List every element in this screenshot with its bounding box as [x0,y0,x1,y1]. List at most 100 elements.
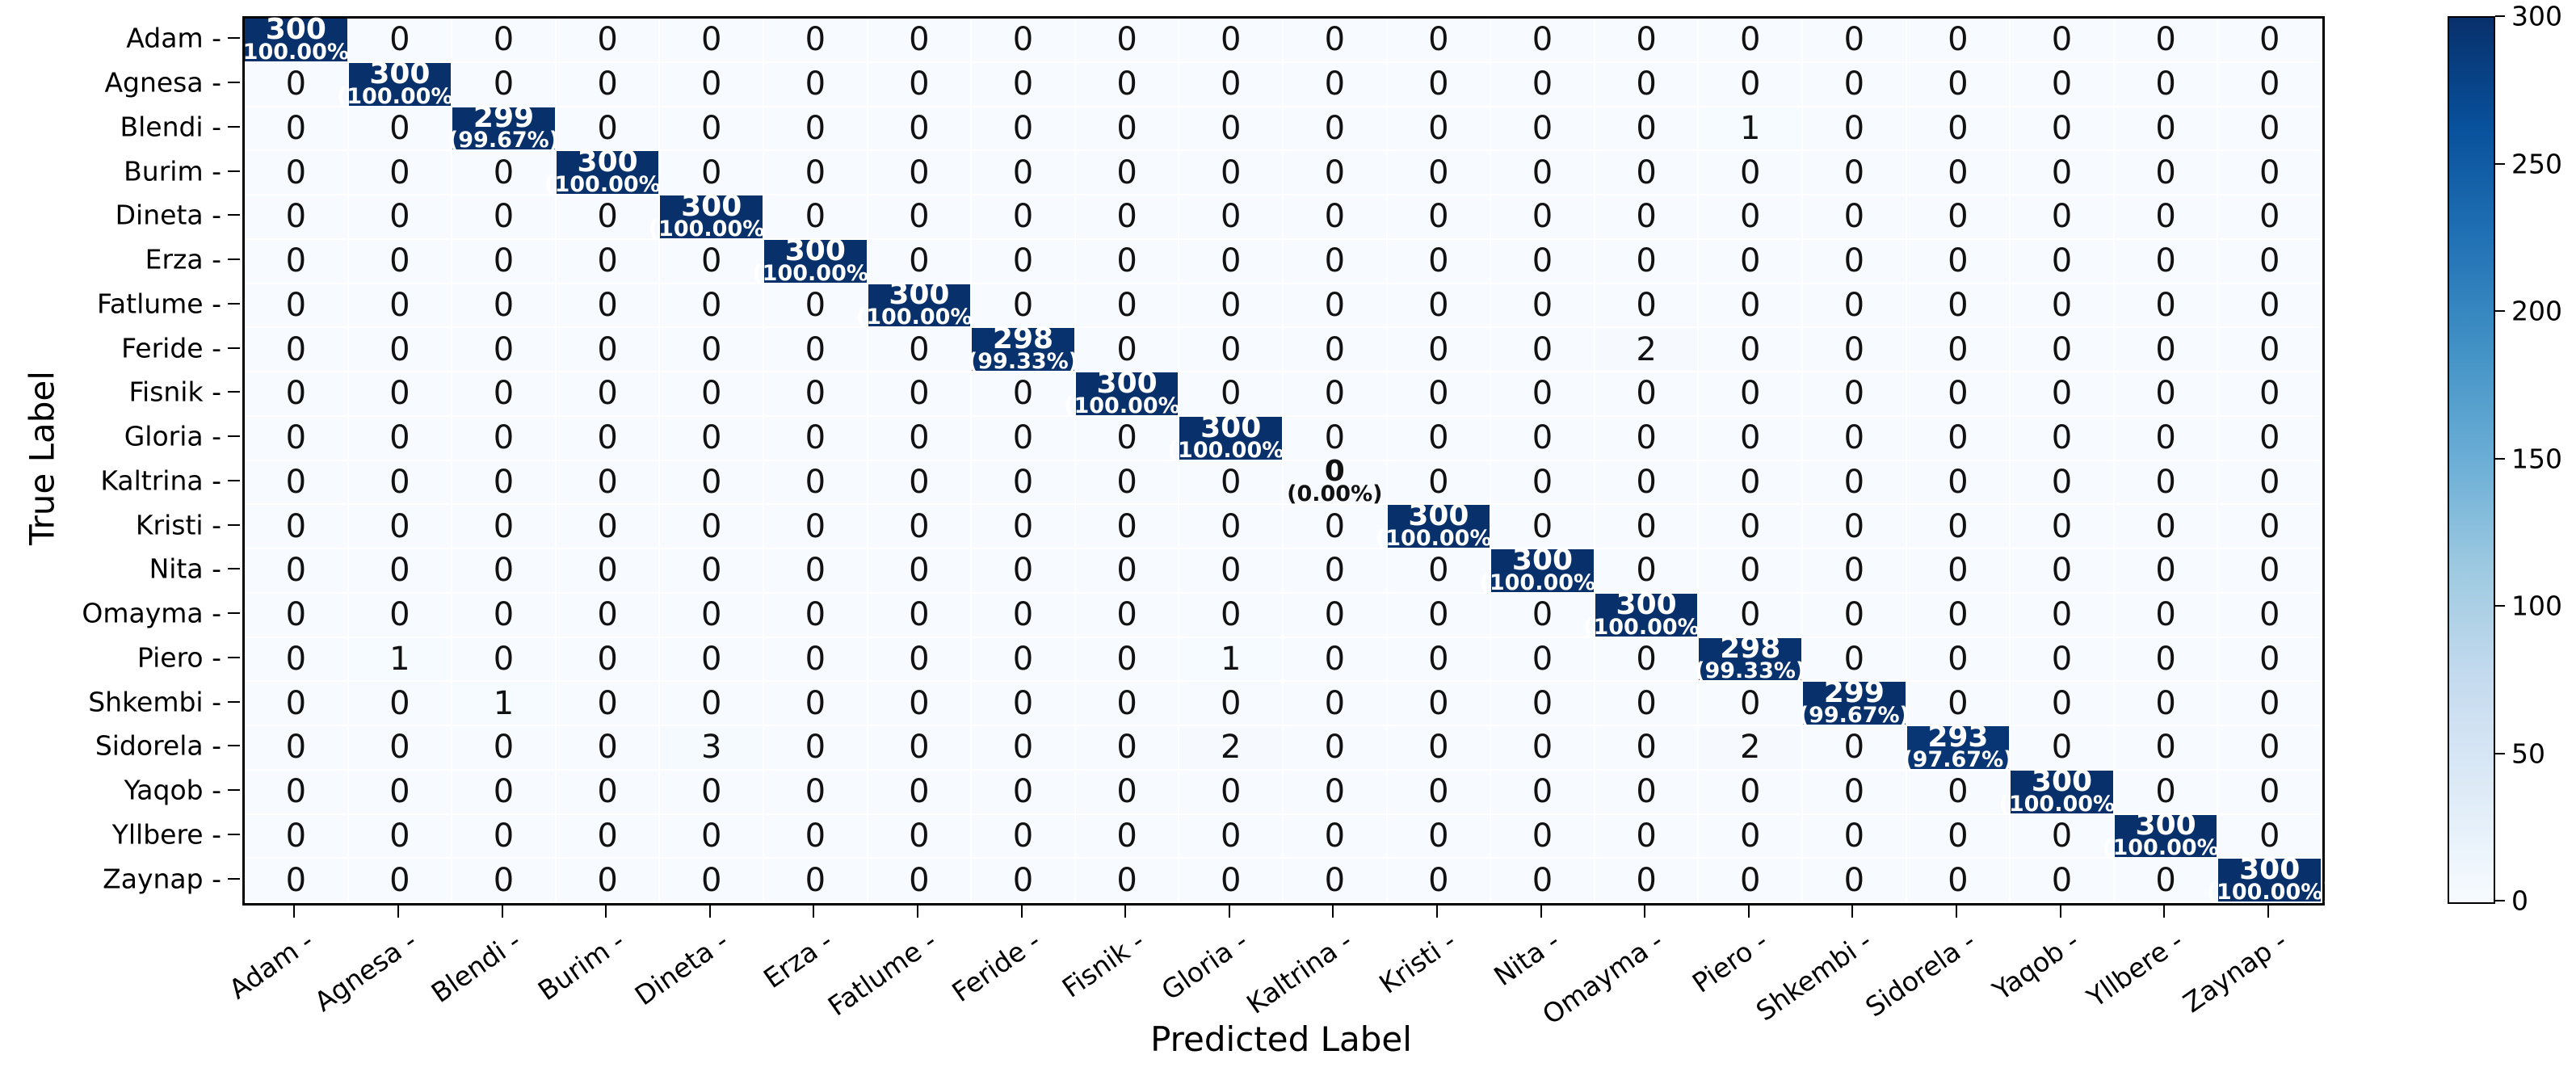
cell-count-label: 0 [1532,65,1553,103]
matrix-cell: 0 [1284,859,1388,903]
matrix-cell: 300 (100.00%) [856,280,982,329]
matrix-cell: 0 [245,637,349,683]
matrix-cell: 0 [1179,682,1284,726]
colorbar-tick-label: 250 [2511,148,2562,179]
matrix-cell: 300 (100.00%) [1168,413,1294,461]
matrix-cell: 0 [1075,859,1180,903]
cell-count-label: 0 [2051,21,2073,59]
cell-count-label: 0 [1843,861,1865,899]
matrix-cell: 0 [1906,284,2011,329]
cell-count-label: 0 [2155,552,2176,590]
cell-count-label: 0 [1012,153,1034,191]
matrix-cell: 0 [556,859,661,903]
cell-count-label: 0 [2051,552,2073,590]
x-tick-label: Kaltrina - [1240,925,1358,1020]
matrix-cell: 0 [2114,284,2219,329]
matrix-cell: 0 [452,637,557,683]
matrix-cell: 0 [2114,239,2219,284]
matrix-cell: 0 [1699,682,1803,726]
cell-count-label: 0 [1739,65,1761,103]
matrix-cell: 3 [660,726,764,771]
matrix-cell: 0 [2011,107,2115,152]
matrix-cell: 0 [2011,726,2115,771]
matrix-cell: 0 [660,859,764,903]
cell-count-label: 0 [597,640,618,678]
cell-percent-label: (100.00%) [648,216,775,242]
matrix-cell: 0 [1699,239,1803,284]
matrix-cell: 0 [1803,593,1907,638]
cell-count-label: 0 [1532,198,1553,236]
y-axis-tick [228,37,240,40]
matrix-cell: 0 [660,328,764,372]
cell-count-label: 0 [1324,552,1346,590]
cell-count-label: 0 [1843,463,1865,501]
matrix-cell: 0 [348,239,453,284]
cell-count-label: 0 [597,198,618,236]
matrix-cell: 300 (100.00%) [1064,368,1190,417]
matrix-cell: 0 [868,62,973,107]
matrix-cell: 0 [1387,814,1492,859]
matrix-cell: 0 [1284,726,1388,771]
cell-count-label: 0 [1532,419,1553,457]
cell-count-label: 1 [1739,109,1761,147]
matrix-cell: 0 [1803,416,1907,461]
cell-count-label: 0 [1739,21,1761,59]
matrix-cell: 0 [1284,284,1388,329]
matrix-cell: 0 [1075,239,1180,284]
cell-count-label: 0 [285,773,307,811]
matrix-cell: 0 [2218,549,2322,594]
colorbar-tick [2495,15,2505,17]
matrix-cell: 0 [972,19,1076,63]
matrix-cell: 0 [1284,372,1388,417]
matrix-cell: 0 [1595,814,1700,859]
matrix-cell: 0 [764,151,868,195]
cell-count-label: 0 [1532,375,1553,413]
matrix-cell: 0 [348,505,453,549]
cell-count-label: 0 [1012,286,1034,324]
x-axis-tick [501,906,503,918]
matrix-cell: 0 [452,195,557,240]
matrix-cell: 0 [556,460,661,506]
matrix-cell: 0 [2218,195,2322,240]
matrix-cell: 0 [348,814,453,859]
cell-count-label: 0 [1948,286,1969,324]
cell-count-label: 0 [285,375,307,413]
cell-count-label: 0 [1948,375,1969,413]
matrix-cell: 0 [452,151,557,195]
cell-count-label: 0 [1428,596,1449,634]
matrix-cell: 0 [2218,770,2322,815]
cell-count-label: 0 [1532,286,1553,324]
matrix-cell: 0 [556,505,661,549]
matrix-cell: 0 [764,726,868,771]
cell-count-label: 0 [909,817,930,855]
matrix-cell: 0 [1803,637,1907,683]
matrix-cell: 0 [1075,195,1180,240]
y-axis-tick [228,833,240,835]
cell-count-label: 0 [1948,330,1969,368]
y-axis-tick [228,479,240,481]
x-tick-label: Kristi - [1373,925,1462,1000]
cell-count-label: 0 [1428,419,1449,457]
matrix-cell: 0 [348,549,453,594]
cell-count-label: 2 [1220,729,1242,767]
matrix-cell: 0 [1075,328,1180,372]
matrix-cell: 0 [2218,416,2322,461]
cell-count-label: 0 [909,330,930,368]
cell-count-label: 0 [1324,21,1346,59]
cell-count-label: 0 [1843,242,1865,280]
cell-count-label: 0 [1636,729,1657,767]
matrix-cell: 0 [245,505,349,549]
matrix-cell: 0 [1699,19,1803,63]
matrix-cell: 0 [972,593,1076,638]
cell-count-label: 0 [2155,65,2176,103]
cell-count-label: 0 [1843,330,1865,368]
cell-count-label: 0 [1220,153,1242,191]
y-tick-label: Erza - [145,243,221,275]
matrix-cell: 0 [868,549,973,594]
matrix-cell: 0 [1075,682,1180,726]
matrix-cell: 0 [764,372,868,417]
cell-count-label: 0 [805,596,826,634]
cell-count-label: 0 [1948,21,1969,59]
matrix-cell: 0 [1075,460,1180,506]
